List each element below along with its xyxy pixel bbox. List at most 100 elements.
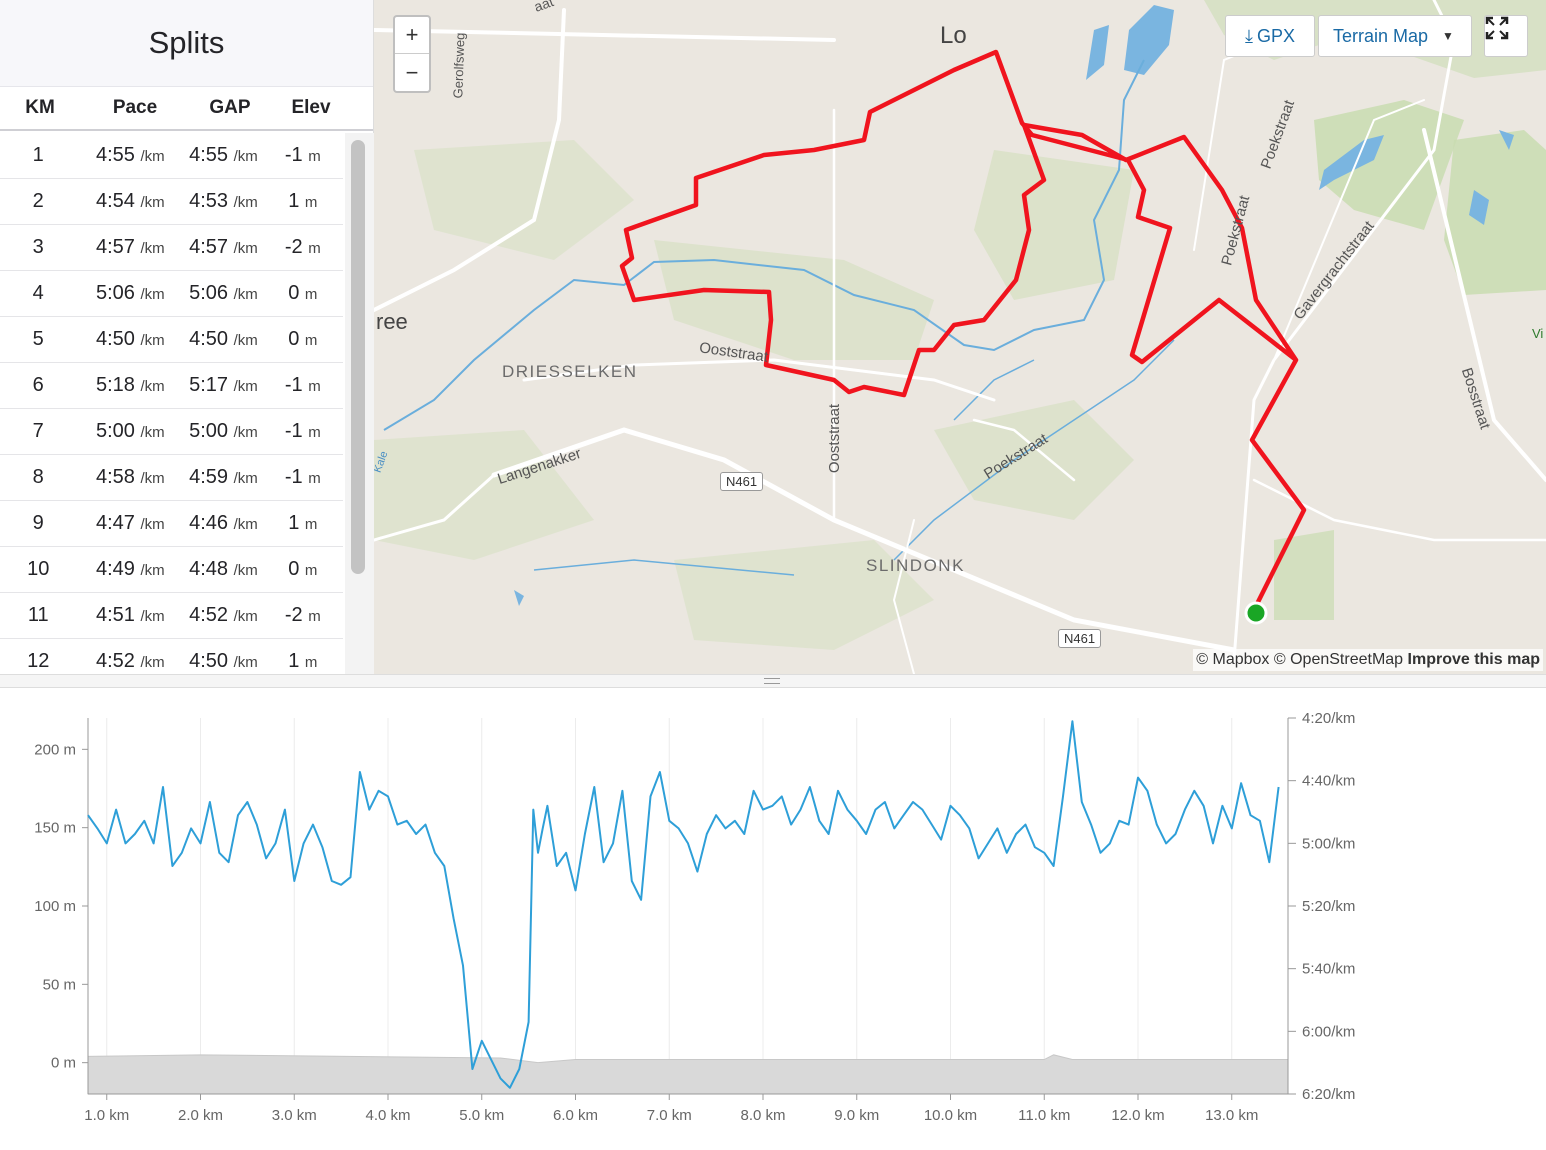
split-km: 1 [32, 144, 44, 166]
split-elev: -1 m [284, 466, 321, 488]
y-right-tick-label: 4:20/km [1302, 710, 1355, 727]
y-left-tick-label: 0 m [51, 1055, 76, 1072]
split-row[interactable]: 5 4:50 /km 4:50 /km 0 m [0, 317, 343, 363]
column-header-elev[interactable]: Elev [291, 97, 331, 118]
split-row[interactable]: 12 4:52 /km 4:50 /km 1 m [0, 639, 343, 674]
download-icon: ⤓ [1245, 25, 1253, 46]
x-tick-label: 10.0 km [924, 1107, 977, 1124]
gpx-download-button[interactable]: ⤓ GPX [1225, 15, 1315, 57]
x-tick-label: 6.0 km [553, 1107, 598, 1124]
attribution-improve[interactable]: Improve this map [1407, 651, 1540, 668]
split-row[interactable]: 2 4:54 /km 4:53 /km 1 m [0, 179, 343, 225]
split-gap: 4:50 /km [189, 328, 258, 350]
caret-down-icon: ▼ [1442, 29, 1454, 43]
split-elev: -2 m [284, 604, 321, 626]
split-row[interactable]: 7 5:00 /km 5:00 /km -1 m [0, 409, 343, 455]
split-pace: 4:55 /km [96, 144, 165, 166]
split-row[interactable]: 6 5:18 /km 5:17 /km -1 m [0, 363, 343, 409]
y-right-tick-label: 5:00/km [1302, 835, 1355, 852]
split-row[interactable]: 1 4:55 /km 4:55 /km -1 m [0, 133, 343, 179]
split-gap: 4:59 /km [189, 466, 258, 488]
split-elev: 0 m [288, 282, 318, 304]
map-canvas [374, 0, 1546, 674]
split-gap: 4:52 /km [189, 604, 258, 626]
split-pace: 5:18 /km [96, 374, 165, 396]
split-row[interactable]: 4 5:06 /km 5:06 /km 0 m [0, 271, 343, 317]
attribution-mapbox[interactable]: © Mapbox [1196, 651, 1270, 668]
split-km: 2 [32, 190, 44, 212]
map-water-areas [514, 5, 1514, 606]
map-type-dropdown[interactable]: Terrain Map ▼ [1318, 15, 1472, 57]
split-pace: 4:58 /km [96, 466, 165, 488]
split-elev: 0 m [288, 328, 318, 350]
split-pace: 4:50 /km [96, 328, 165, 350]
grip-icon [764, 678, 780, 684]
x-tick-label: 11.0 km [1018, 1107, 1070, 1124]
panel-resize-handle[interactable] [0, 674, 1546, 688]
road-sign-n461-2: N461 [1058, 629, 1102, 648]
elevation-pace-chart[interactable]: 1.0 km 2.0 km 3.0 km 4.0 km 5.0 km 6.0 km 7.0 … [0, 688, 1546, 1150]
splits-header-row: KM Pace GAP Elev [0, 87, 373, 131]
column-header-gap[interactable]: GAP [209, 97, 251, 118]
split-row[interactable]: 9 4:47 /km 4:46 /km 1 m [0, 501, 343, 547]
split-km: 3 [32, 236, 44, 258]
split-gap: 4:53 /km [189, 190, 258, 212]
x-tick-label: 4.0 km [365, 1107, 410, 1124]
gpx-label: GPX [1256, 25, 1295, 46]
route-line [619, 49, 1307, 609]
column-header-pace[interactable]: Pace [112, 97, 158, 118]
split-gap: 5:06 /km [189, 282, 258, 304]
map-label-vi: Vi [1532, 326, 1544, 341]
x-tick-label: 5.0 km [459, 1107, 504, 1124]
x-tick-label: 9.0 km [834, 1107, 879, 1124]
splits-panel: Splits KM Pace GAP Elev 1 4:55 /km 4:55 /k… [0, 0, 374, 674]
y-right-tick-label: 6:00/km [1302, 1023, 1355, 1040]
split-km: 10 [27, 558, 50, 580]
expand-icon [1485, 16, 1509, 40]
fullscreen-button[interactable] [1484, 15, 1528, 57]
y-left-tick-label: 200 m [34, 741, 76, 758]
route-map[interactable]: + − ⤓ GPX Terrain Map ▼ Lo Gerolfsweg aa… [374, 0, 1546, 674]
splits-title: Splits [0, 0, 373, 87]
split-elev: 1 m [288, 512, 318, 534]
split-row[interactable]: 8 4:58 /km 4:59 /km -1 m [0, 455, 343, 501]
split-elev: 0 m [288, 558, 318, 580]
split-elev: -1 m [284, 374, 321, 396]
map-label-gerolfsweg: Gerolfsweg [450, 32, 468, 99]
pace-line [87, 720, 1280, 1089]
split-pace: 4:51 /km [96, 604, 165, 626]
split-row[interactable]: 10 4:49 /km 4:48 /km 0 m [0, 547, 343, 593]
zoom-out-button[interactable]: − [405, 59, 419, 85]
split-row[interactable]: 11 4:51 /km 4:52 /km -2 m [0, 593, 343, 639]
attribution-osm[interactable]: © OpenStreetMap [1273, 651, 1404, 668]
map-label-ooststraat-vertical: Ooststraat [826, 403, 844, 474]
split-gap: 4:46 /km [189, 512, 258, 534]
elevation-area [87, 1054, 1289, 1095]
zoom-in-button[interactable]: + [395, 17, 429, 54]
map-place-slindonk: SLINDONK [866, 556, 965, 575]
splits-table-body[interactable]: 1 4:55 /km 4:55 /km -1 m 2 4:54 /km 4:53 /km 1 … [0, 133, 343, 674]
split-gap: 5:17 /km [189, 374, 258, 396]
split-elev: -2 m [284, 236, 321, 258]
splits-scrollbar-thumb[interactable] [351, 140, 365, 574]
split-elev: -1 m [284, 144, 321, 166]
split-km: 4 [32, 282, 44, 304]
x-tick-label: 8.0 km [740, 1107, 785, 1124]
map-type-label: Terrain Map [1333, 25, 1429, 46]
split-row[interactable]: 3 4:57 /km 4:57 /km -2 m [0, 225, 343, 271]
x-tick-label: 2.0 km [178, 1107, 223, 1124]
map-label-ree: ree [376, 309, 408, 334]
y-left-tick-label: 100 m [34, 898, 76, 915]
split-gap: 4:50 /km [189, 650, 258, 672]
x-tick-label: 3.0 km [272, 1107, 317, 1124]
split-pace: 4:54 /km [96, 190, 165, 212]
split-km: 12 [27, 650, 50, 672]
x-tick-label: 1.0 km [84, 1107, 129, 1124]
map-label-lo: Lo [940, 22, 967, 49]
column-header-km[interactable]: KM [25, 97, 55, 118]
road-sign-n461-1: N461 [720, 472, 764, 491]
split-gap: 4:55 /km [189, 144, 258, 166]
split-km: 8 [32, 466, 44, 488]
split-pace: 4:52 /km [96, 650, 165, 672]
y-right-tick-label: 6:20/km [1302, 1086, 1355, 1103]
